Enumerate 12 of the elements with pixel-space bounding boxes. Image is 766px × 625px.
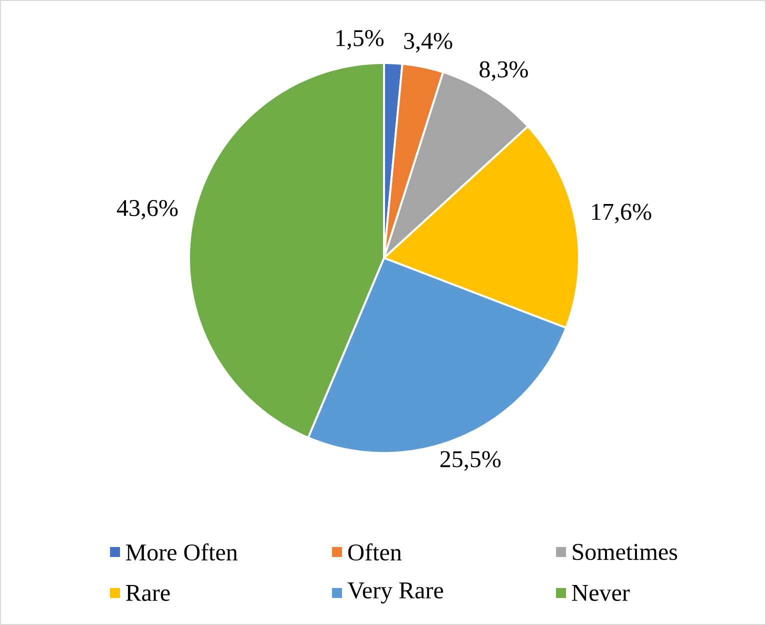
- data-label: 1,5%: [336, 30, 384, 50]
- legend-label: Sometimes: [572, 544, 678, 560]
- data-label: 8,3%: [480, 61, 528, 81]
- legend-label: Never: [572, 585, 630, 601]
- data-label: 17,6%: [592, 204, 652, 224]
- legend-label: Often: [348, 543, 402, 561]
- legend-label: Very Rare: [348, 582, 444, 604]
- data-label: 43,6%: [116, 200, 178, 220]
- legend-label: More Often: [126, 543, 238, 561]
- data-label: 3,4%: [404, 32, 452, 53]
- legend-label: Rare: [126, 585, 170, 601]
- data-label: 25,5%: [440, 451, 501, 471]
